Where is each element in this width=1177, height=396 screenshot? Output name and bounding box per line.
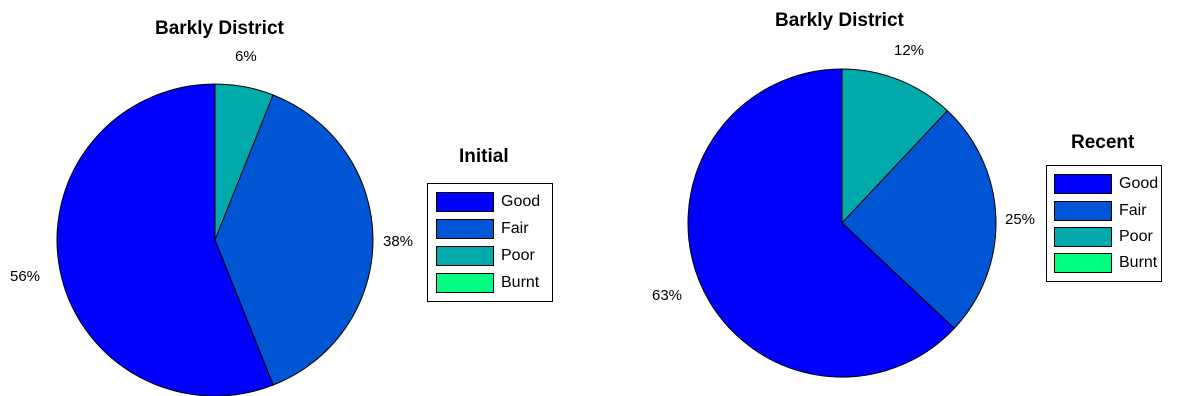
legend-item-good: Good <box>436 192 540 212</box>
chart-title: Barkly District <box>775 10 904 31</box>
legend-swatch <box>1054 201 1112 221</box>
pct-label-good: 56% <box>10 268 41 285</box>
legend-item-poor: Poor <box>436 246 535 266</box>
legend-item-good: Good <box>1054 174 1158 194</box>
pct-label-poor: 12% <box>894 42 925 59</box>
legend-swatch <box>436 219 494 239</box>
legend-label: Good <box>501 193 541 210</box>
pie-svg <box>687 68 997 378</box>
pie-slice-good <box>687 68 955 378</box>
legend-item-fair: Fair <box>436 219 529 239</box>
pie-chart-recent: Barkly District 12% 25% 63% Recent Good … <box>588 0 1177 396</box>
pie-slice-good <box>56 83 274 396</box>
legend: Good Fair Poor Burnt <box>1046 165 1162 282</box>
legend-title: Initial <box>459 146 509 167</box>
pie-svg <box>56 83 374 396</box>
pie-slice-poor <box>841 68 949 225</box>
legend-label: Burnt <box>1119 254 1158 271</box>
legend-swatch <box>1054 253 1112 273</box>
legend-swatch <box>436 246 494 266</box>
legend-label: Fair <box>501 220 529 237</box>
pie-slice-fair <box>841 110 997 330</box>
pie-slice-fair <box>214 94 374 386</box>
pct-label-good: 63% <box>652 287 683 304</box>
legend-swatch <box>1054 227 1112 247</box>
legend-label: Fair <box>1119 202 1147 219</box>
pct-label-fair: 25% <box>1005 211 1036 228</box>
legend-item-burnt: Burnt <box>1054 253 1157 273</box>
chart-title: Barkly District <box>155 18 284 39</box>
legend-item-burnt: Burnt <box>436 273 539 293</box>
legend-label: Poor <box>501 247 535 264</box>
legend-item-fair: Fair <box>1054 201 1147 221</box>
pct-label-poor: 6% <box>235 48 257 65</box>
legend-swatch <box>436 273 494 293</box>
legend-label: Burnt <box>501 274 540 291</box>
legend-item-poor: Poor <box>1054 227 1153 247</box>
legend-label: Poor <box>1119 228 1153 245</box>
legend-title: Recent <box>1071 132 1135 153</box>
legend: Good Fair Poor Burnt <box>427 183 553 302</box>
legend-label: Good <box>1119 175 1159 192</box>
pct-label-fair: 38% <box>383 233 414 250</box>
legend-swatch <box>436 192 494 212</box>
pie-chart-initial: Barkly District 6% 38% 56% Initial Good … <box>0 0 588 396</box>
legend-swatch <box>1054 174 1112 194</box>
